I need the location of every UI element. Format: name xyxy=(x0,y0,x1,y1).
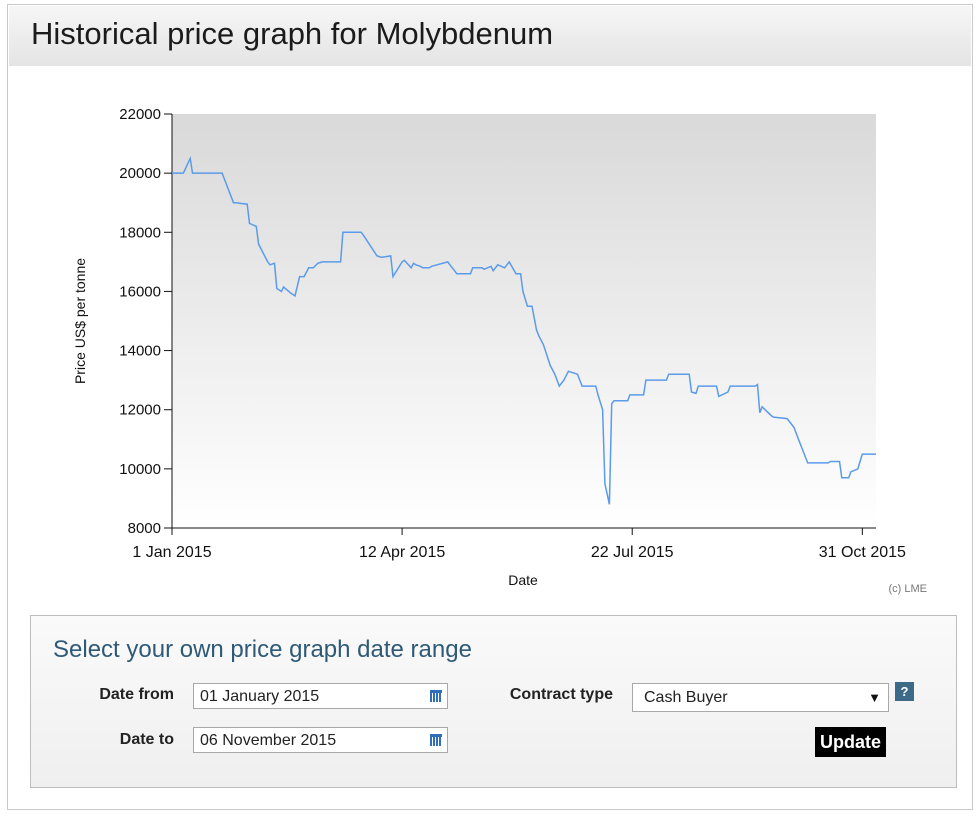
date-from-field[interactable]: 01 January 2015 xyxy=(193,683,448,709)
date-from-value: 01 January 2015 xyxy=(200,688,320,705)
calendar-icon[interactable] xyxy=(430,734,442,746)
panel-header: Historical price graph for Molybdenum xyxy=(9,6,971,66)
y-tick-label: 22000 xyxy=(119,106,161,123)
date-range-form: Select your own price graph date range D… xyxy=(30,615,957,788)
update-button[interactable]: Update xyxy=(815,727,887,757)
date-to-label: Date to xyxy=(119,731,174,748)
y-tick-label: 14000 xyxy=(119,343,161,360)
chevron-down-icon[interactable]: ▼ xyxy=(868,690,881,705)
x-tick-label: 31 Oct 2015 xyxy=(819,544,906,561)
date-to-value: 06 November 2015 xyxy=(200,732,337,749)
x-tick-label: 1 Jan 2015 xyxy=(132,544,211,561)
x-axis: 1 Jan 2015 12 Apr 2015 22 Jul 2015 31 Oct 2… xyxy=(132,527,906,561)
price-chart: 800010000120001400016000180002000022000 … xyxy=(72,106,928,595)
help-icon[interactable]: ? xyxy=(895,682,914,701)
y-tick-label: 10000 xyxy=(119,461,161,478)
y-tick-label: 20000 xyxy=(119,165,161,182)
y-axis-label: Price US$ per tonne xyxy=(72,258,88,384)
page-title: Historical price graph for Molybdenum xyxy=(31,16,554,51)
x-axis-label: Date xyxy=(508,572,538,588)
y-tick-label: 18000 xyxy=(119,224,161,241)
x-tick-label: 22 Jul 2015 xyxy=(591,544,674,561)
date-from-label: Date from xyxy=(99,686,174,703)
price-series-line xyxy=(172,155,876,505)
plot-area xyxy=(172,114,876,528)
y-axis: 8000 10000 12000 14000 16000 18000 20000 22000 xyxy=(119,106,173,537)
y-tick-label: 16000 xyxy=(119,283,161,300)
calendar-icon[interactable] xyxy=(430,690,442,702)
contract-type-value: Cash Buyer xyxy=(644,689,728,706)
y-tick-label: 12000 xyxy=(119,402,161,419)
contract-type-label: Contract type xyxy=(509,686,613,703)
form-title: Select your own price graph date range xyxy=(53,636,472,663)
contract-type-select[interactable]: Cash Buyer ▼ xyxy=(632,683,889,712)
chart-credit: (c) LME xyxy=(889,583,928,595)
y-tick-label: 8000 xyxy=(128,520,161,537)
x-tick-label: 12 Apr 2015 xyxy=(359,544,445,561)
date-to-field[interactable]: 06 November 2015 xyxy=(193,727,448,753)
